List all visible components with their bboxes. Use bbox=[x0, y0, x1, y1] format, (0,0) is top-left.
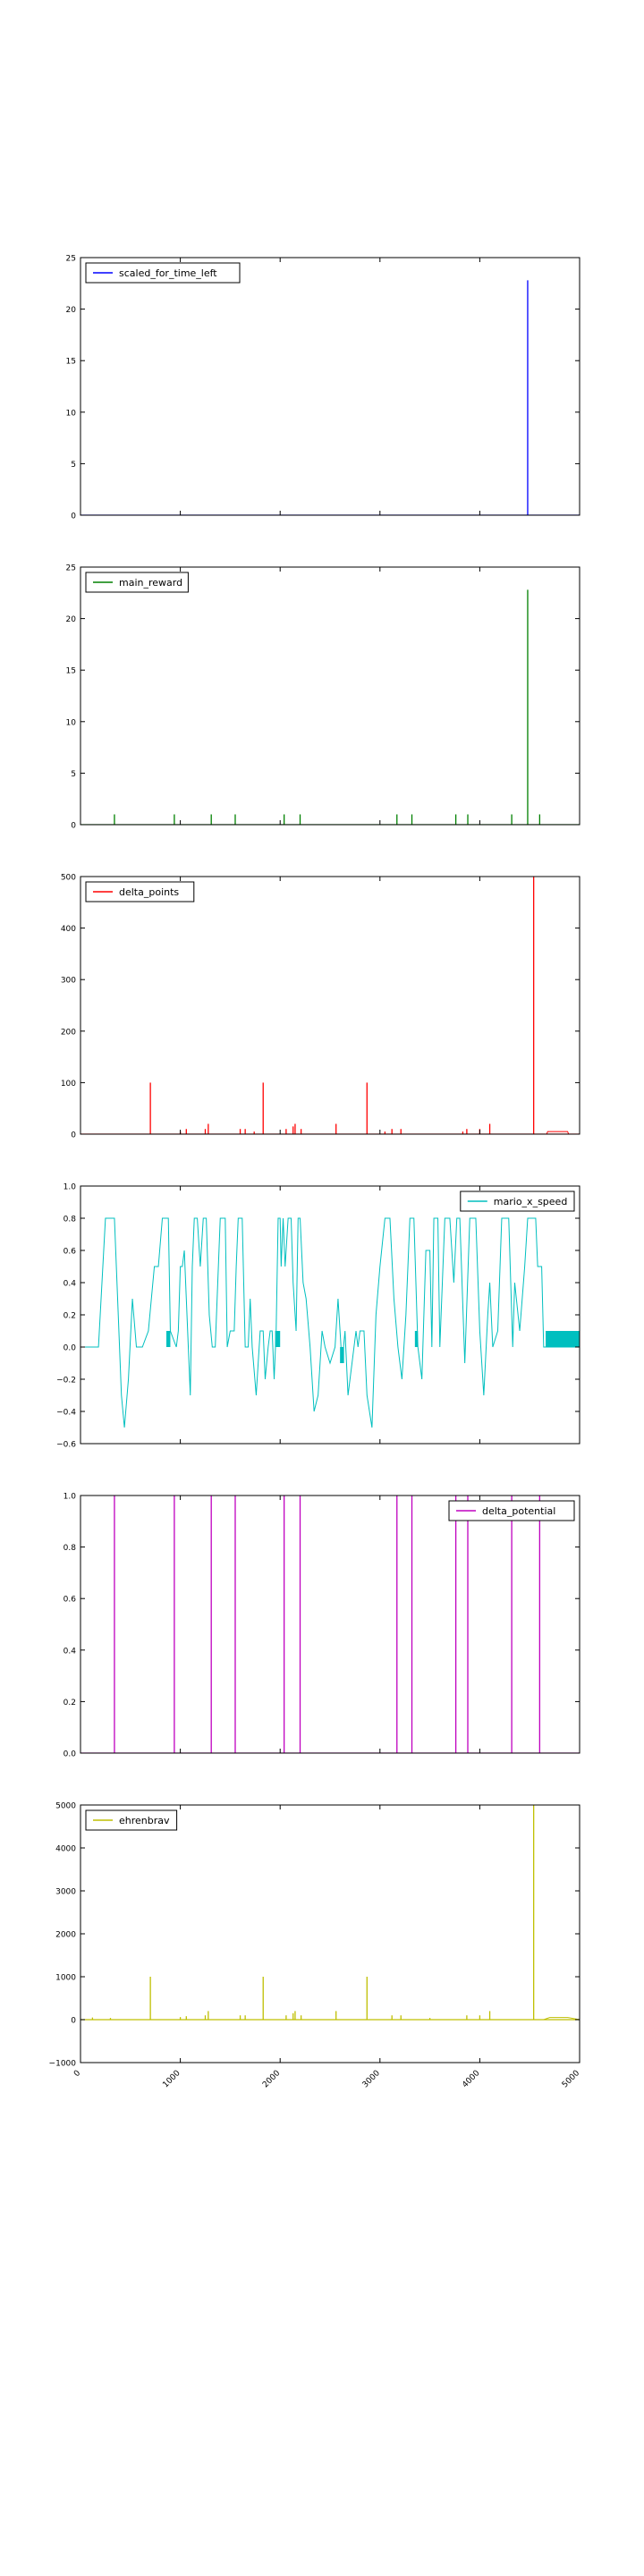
legend-label: ehrenbrav bbox=[119, 1815, 170, 1826]
x-tick-label: 2000 bbox=[261, 2069, 282, 2089]
axes-frame bbox=[80, 257, 580, 516]
y-tick-label: 3000 bbox=[55, 1888, 76, 1897]
series-trail bbox=[546, 1131, 570, 1134]
legend: ehrenbrav bbox=[85, 1809, 178, 1831]
y-tick-label: −1000 bbox=[49, 2060, 77, 2069]
series-trail bbox=[543, 2017, 580, 2021]
axes-frame bbox=[80, 876, 580, 1135]
y-tick-label: 0.6 bbox=[64, 1596, 77, 1605]
series-main-reward bbox=[80, 589, 580, 825]
x-tick-label: 5000 bbox=[561, 2069, 581, 2089]
y-tick-label: 0.4 bbox=[64, 1280, 77, 1289]
plot-area bbox=[80, 1496, 580, 1753]
axes-frame bbox=[80, 566, 580, 826]
y-tick-label: 5 bbox=[71, 461, 76, 470]
legend-box bbox=[85, 881, 195, 902]
subplot-scaled-for-time-left: 0 5 10 15 20 25 scaled_for_time_left bbox=[66, 255, 580, 521]
legend-box bbox=[85, 572, 189, 593]
y-tick-label: 10 bbox=[66, 718, 77, 727]
series-block bbox=[275, 1331, 281, 1347]
y-tick-label: 0.0 bbox=[64, 1344, 77, 1353]
y-tick-label: 15 bbox=[66, 358, 76, 367]
subplot-main-reward: 0 5 10 15 20 25 main_reward bbox=[66, 564, 580, 831]
y-tick-label: 200 bbox=[61, 1028, 76, 1037]
legend: delta_potential bbox=[448, 1500, 575, 1521]
y-tick-label: 300 bbox=[61, 977, 76, 986]
subplot-delta-potential: 0.0 0.2 0.4 0.6 0.8 1.0 delta_potential bbox=[64, 1493, 580, 1759]
series-mario-x-speed bbox=[80, 1217, 580, 1428]
y-tick-label: −0.4 bbox=[56, 1409, 76, 1418]
x-tick-label: 1000 bbox=[161, 2069, 182, 2089]
legend: main_reward bbox=[85, 572, 189, 593]
y-tick-label: 0.2 bbox=[64, 1699, 76, 1707]
legend-box bbox=[448, 1500, 575, 1521]
y-tick-label: 20 bbox=[66, 615, 77, 624]
plot-area bbox=[80, 877, 580, 1134]
x-tick-label: 3000 bbox=[361, 2069, 382, 2089]
y-tick-label: 4000 bbox=[55, 1845, 76, 1854]
series-block bbox=[340, 1347, 344, 1363]
subplot-delta-points: 0 100 200 300 400 500 delta_points bbox=[61, 874, 580, 1140]
legend-label: main_reward bbox=[119, 577, 182, 589]
y-tick-label: 15 bbox=[66, 667, 76, 676]
y-tick-label: 0 bbox=[71, 513, 76, 521]
y-tick-label: −0.2 bbox=[56, 1377, 76, 1385]
y-tick-label: 1.0 bbox=[64, 1493, 77, 1502]
y-tick-label: −0.6 bbox=[56, 1441, 76, 1450]
y-tick-label: 10 bbox=[66, 409, 77, 418]
y-tick-label: 0 bbox=[71, 1131, 76, 1140]
plot-area bbox=[80, 258, 580, 515]
legend-box bbox=[460, 1191, 575, 1212]
y-tick-label: 20 bbox=[66, 306, 77, 315]
series-scaled-for-time-left bbox=[80, 280, 580, 515]
plot-area bbox=[80, 1805, 580, 2063]
x-tick-label: 0 bbox=[72, 2069, 82, 2079]
y-tick-label: 0.8 bbox=[64, 1216, 77, 1224]
y-tick-label: 1.0 bbox=[64, 1183, 77, 1192]
y-tick-label: 100 bbox=[61, 1080, 76, 1089]
legend: scaled_for_time_left bbox=[85, 262, 241, 284]
y-tick-label: 0.2 bbox=[64, 1312, 76, 1321]
series-block bbox=[165, 1331, 171, 1347]
legend-label: delta_points bbox=[119, 886, 179, 898]
y-tick-label: 1000 bbox=[55, 1974, 76, 1983]
y-tick-label: 400 bbox=[61, 925, 76, 934]
axes-frame bbox=[80, 1495, 580, 1754]
y-tick-label: 0.8 bbox=[64, 1544, 77, 1553]
y-tick-label: 5 bbox=[71, 770, 76, 779]
legend-box bbox=[85, 262, 241, 284]
y-tick-label: 25 bbox=[66, 564, 76, 573]
series-block bbox=[546, 1331, 580, 1347]
legend-box bbox=[85, 1809, 178, 1831]
series-line bbox=[80, 1217, 580, 1428]
legend-label: mario_x_speed bbox=[494, 1196, 568, 1208]
y-tick-label: 2000 bbox=[55, 1931, 76, 1940]
y-tick-label: 0.4 bbox=[64, 1647, 77, 1656]
legend: delta_points bbox=[85, 881, 195, 902]
legend: mario_x_speed bbox=[460, 1191, 575, 1212]
y-tick-label: 0 bbox=[71, 2017, 76, 2026]
y-tick-label: 0 bbox=[71, 822, 76, 831]
series-block bbox=[414, 1331, 419, 1347]
y-tick-label: 500 bbox=[61, 874, 76, 883]
legend-label: scaled_for_time_left bbox=[119, 267, 217, 279]
subplot-mario-x-speed: −0.6 −0.4 −0.2 0.0 0.2 0.4 0.6 0.8 1.0 mario_x_sp… bbox=[56, 1183, 580, 1450]
y-tick-label: 0.6 bbox=[64, 1248, 77, 1257]
x-tick-label: 4000 bbox=[461, 2069, 481, 2089]
plot-area bbox=[80, 567, 580, 825]
plot-area bbox=[80, 1186, 580, 1444]
series-delta-potential bbox=[80, 1496, 580, 1753]
y-tick-label: 5000 bbox=[55, 1802, 76, 1811]
series-ehrenbrav bbox=[80, 1805, 580, 2021]
legend-label: delta_potential bbox=[482, 1505, 555, 1517]
y-tick-label: 25 bbox=[66, 255, 76, 264]
y-tick-label: 0.0 bbox=[64, 1750, 77, 1759]
